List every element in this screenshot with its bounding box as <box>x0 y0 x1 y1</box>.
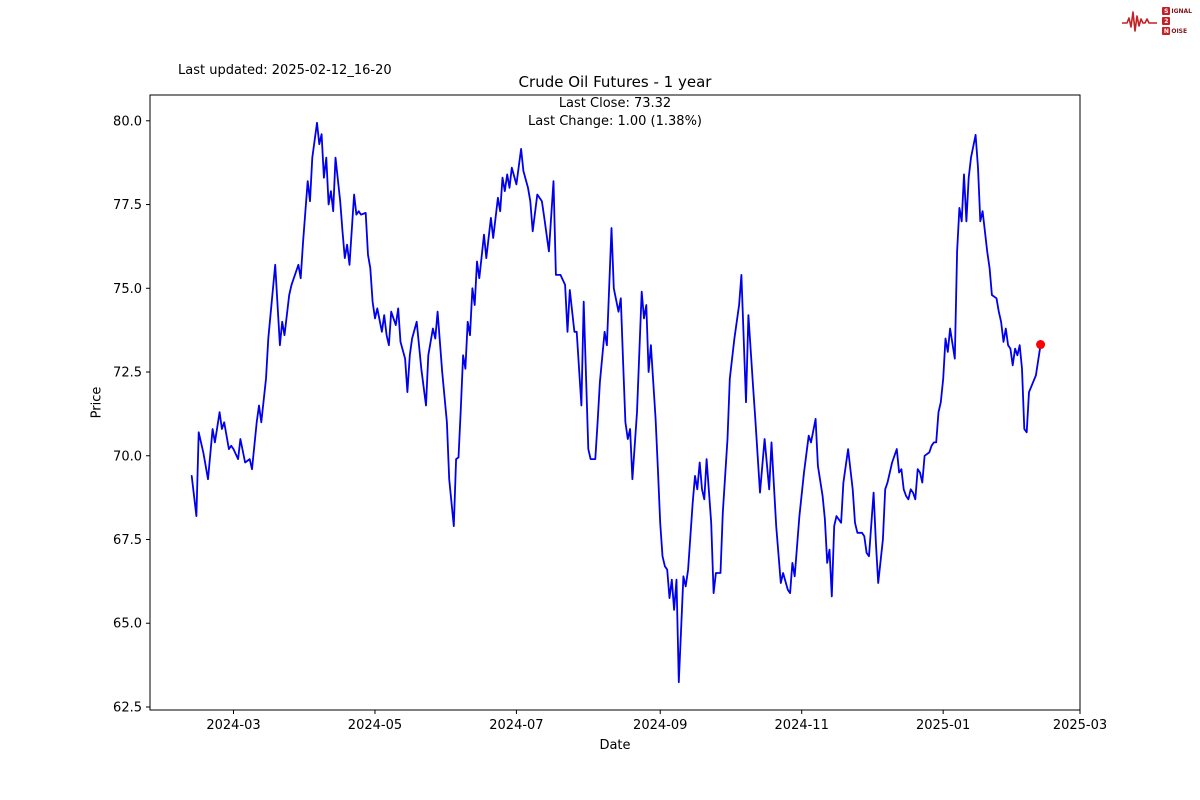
last-close-annotation: Last Close: 73.32 Last Change: 1.00 (1.3… <box>0 95 1200 131</box>
y-tick-label: 65.0 <box>113 617 142 632</box>
y-tick-label: 62.5 <box>113 700 142 715</box>
signal-2-noise-logo: S IGNAL 2 N OISE <box>1121 6 1192 36</box>
x-tick-label: 2024-11 <box>775 718 829 733</box>
last-change-line: Last Change: 1.00 (1.38%) <box>527 114 702 129</box>
y-tick-label: 67.5 <box>113 533 142 548</box>
logo-row-2: 2 <box>1162 17 1192 26</box>
y-axis-label: Price <box>89 386 105 419</box>
y-tick-label: 70.0 <box>113 449 142 464</box>
last-price-dot <box>1036 340 1046 350</box>
logo-text: S IGNAL 2 N OISE <box>1162 7 1192 36</box>
logo-letterbox-s: S <box>1162 7 1171 15</box>
last-updated-text: Last updated: 2025-02-12_16-20 <box>178 63 392 78</box>
logo-row-signal: S IGNAL <box>1162 7 1192 16</box>
x-tick-label: 2025-01 <box>916 718 970 733</box>
y-tick-label: 77.5 <box>113 198 142 213</box>
last-close-line: Last Close: 73.32 <box>558 96 672 111</box>
chart-title: Crude Oil Futures - 1 year <box>518 73 712 91</box>
heartbeat-icon <box>1122 11 1158 32</box>
x-tick-label: 2025-03 <box>1053 718 1107 733</box>
plot-border <box>149 94 1081 711</box>
y-tick-label: 72.5 <box>113 366 142 381</box>
x-tick-label: 2024-03 <box>206 718 260 733</box>
y-tick-label: 75.0 <box>113 282 142 297</box>
x-tick-label: 2024-07 <box>489 718 543 733</box>
x-axis-label: Date <box>599 738 631 753</box>
price-line <box>190 121 1042 684</box>
logo-row-noise: N OISE <box>1162 27 1192 36</box>
logo-letterbox-n: N <box>1162 27 1171 35</box>
logo-text-ignal: IGNAL <box>1171 7 1192 15</box>
y-tick-label: 80.0 <box>113 114 142 129</box>
x-tick-label: 2024-09 <box>633 718 687 733</box>
logo-letterbox-2: 2 <box>1162 17 1171 25</box>
x-tick-label: 2024-05 <box>348 718 402 733</box>
logo-text-oise: OISE <box>1171 27 1188 35</box>
